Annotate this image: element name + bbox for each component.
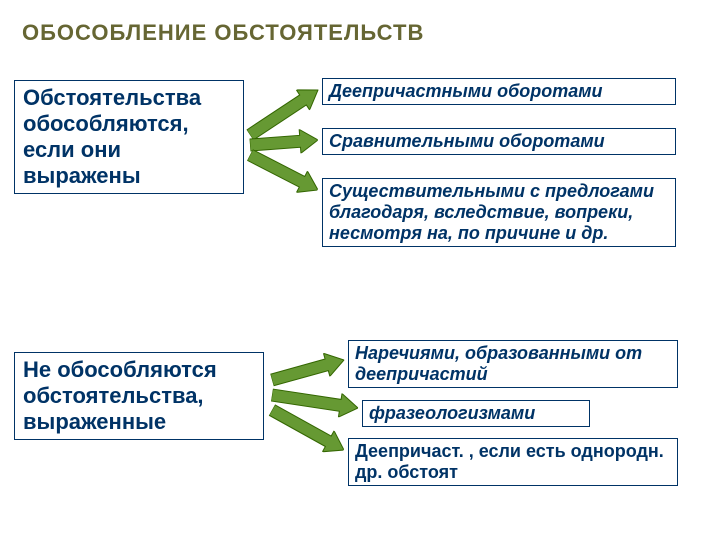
target-box: Существительными с предлогами благодаря,… bbox=[322, 178, 676, 247]
source-box-1: Обстоятельства обособляются, если они вы… bbox=[14, 80, 244, 194]
source-box-2: Не обособляются обстоятельства, выраженн… bbox=[14, 352, 264, 440]
page-title: ОБОСОБЛЕНИЕ ОБСТОЯТЕЛЬСТВ bbox=[22, 20, 698, 46]
target-box: Деепричастными оборотами bbox=[322, 78, 676, 105]
target-box: Сравнительными оборотами bbox=[322, 128, 676, 155]
target-box: Наречиями, образованными от деепричастий bbox=[348, 340, 678, 388]
target-box: фразеологизмами bbox=[362, 400, 590, 427]
target-box: Деепричаст. , если есть однородн. др. об… bbox=[348, 438, 678, 486]
